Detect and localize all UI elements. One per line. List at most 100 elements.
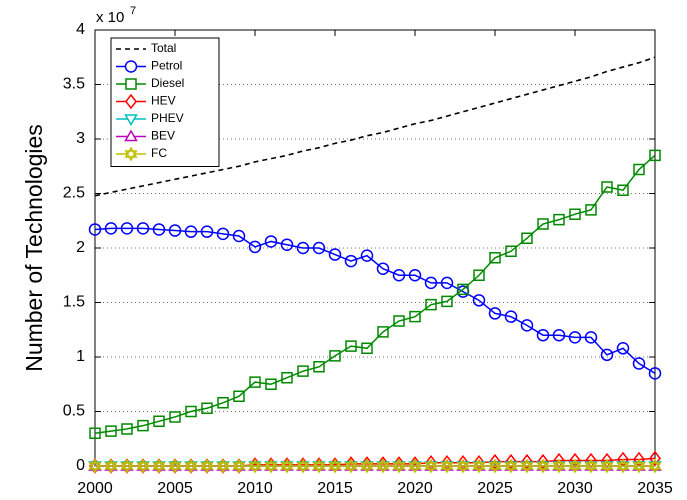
marker	[153, 415, 165, 428]
marker	[344, 254, 358, 268]
legend-marker	[125, 78, 137, 90]
marker	[185, 405, 197, 418]
marker	[616, 458, 630, 474]
marker	[520, 319, 534, 332]
marker	[264, 458, 278, 474]
x-tick-label: 2015	[317, 480, 353, 497]
marker	[168, 224, 182, 237]
x-tick-label: 2030	[557, 480, 593, 497]
marker	[441, 295, 453, 308]
marker	[649, 149, 661, 162]
marker	[440, 276, 454, 290]
marker	[392, 458, 406, 474]
marker	[248, 240, 262, 254]
marker	[505, 245, 517, 258]
y-axis-title: Number of Technologies	[21, 124, 47, 372]
marker	[169, 411, 181, 423]
marker	[408, 458, 422, 474]
marker	[552, 328, 566, 342]
marker	[376, 262, 390, 275]
legend-label: FC	[151, 146, 167, 160]
legend-marker	[124, 129, 138, 142]
marker	[505, 453, 517, 470]
marker	[344, 458, 358, 474]
marker	[200, 225, 214, 238]
marker	[537, 453, 549, 470]
marker	[569, 208, 581, 220]
marker	[472, 458, 486, 474]
x-tick-label: 2035	[637, 480, 673, 497]
marker	[152, 223, 166, 236]
marker	[184, 225, 198, 238]
marker	[552, 458, 566, 474]
marker	[88, 223, 102, 236]
marker	[217, 397, 229, 409]
marker	[89, 427, 101, 440]
marker	[457, 283, 469, 296]
marker	[152, 458, 166, 474]
marker	[553, 213, 565, 226]
marker	[648, 458, 662, 474]
x-tick-label: 2020	[397, 480, 433, 497]
y-tick-label: 3	[76, 130, 85, 147]
legend-label: PHEV	[151, 111, 184, 125]
marker	[137, 419, 149, 432]
marker	[440, 458, 454, 474]
marker	[248, 458, 262, 474]
marker	[121, 423, 133, 435]
marker	[88, 458, 102, 474]
marker	[328, 248, 342, 261]
marker	[632, 357, 646, 370]
y-multiplier: x 10	[96, 9, 124, 26]
y-tick-label: 1	[76, 348, 85, 365]
marker	[568, 458, 582, 474]
x-tick-label: 2000	[77, 480, 113, 497]
marker	[424, 458, 438, 474]
marker	[584, 458, 598, 474]
marker	[104, 222, 118, 235]
y-tick-label: 0.5	[63, 403, 85, 420]
x-tick-label: 2010	[237, 480, 273, 497]
marker	[633, 163, 645, 176]
marker	[120, 458, 134, 474]
marker	[392, 269, 406, 282]
marker	[281, 371, 293, 384]
marker	[361, 342, 373, 355]
marker	[280, 238, 294, 251]
y-tick-label: 2.5	[63, 185, 85, 202]
legend-label: Petrol	[151, 59, 182, 73]
marker	[585, 204, 597, 216]
marker	[328, 458, 342, 474]
marker	[376, 458, 390, 474]
series-line	[94, 227, 656, 374]
marker	[232, 229, 246, 243]
marker	[585, 452, 597, 469]
marker	[616, 342, 630, 355]
legend-marker	[124, 146, 138, 162]
marker	[312, 458, 326, 474]
marker	[249, 376, 261, 388]
series-line	[94, 154, 656, 435]
x-tick-label: 2005	[157, 480, 193, 497]
marker	[489, 453, 501, 470]
y-tick-label: 4	[76, 21, 85, 38]
marker	[504, 458, 518, 474]
marker	[264, 235, 278, 248]
marker	[617, 184, 629, 196]
marker	[168, 458, 182, 474]
marker	[584, 331, 598, 344]
marker	[568, 331, 582, 344]
y-tick-label: 2	[76, 239, 85, 256]
marker	[601, 181, 613, 193]
marker	[232, 458, 246, 474]
marker	[120, 222, 134, 235]
marker	[648, 367, 662, 380]
marker	[536, 458, 550, 474]
marker	[233, 390, 245, 402]
marker	[184, 458, 198, 474]
marker	[424, 276, 438, 290]
marker	[521, 453, 533, 470]
marker	[520, 458, 534, 474]
marker	[345, 340, 357, 352]
marker	[649, 450, 661, 467]
